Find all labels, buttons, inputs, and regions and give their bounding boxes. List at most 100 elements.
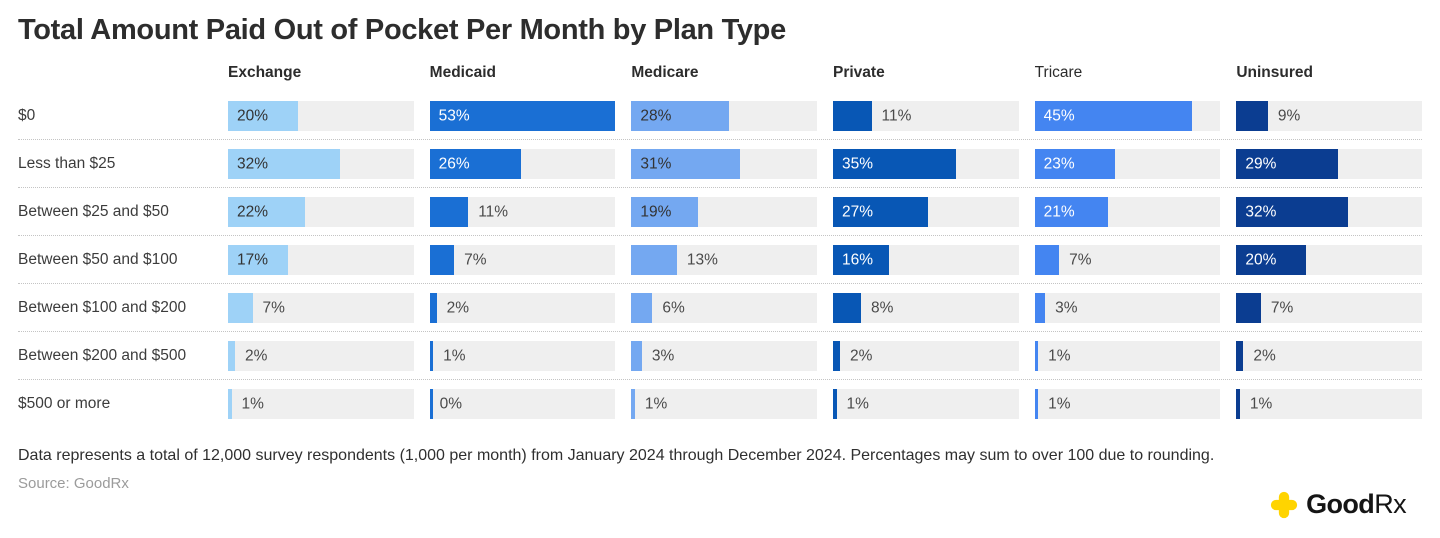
bar-track: 1%: [1034, 388, 1221, 419]
value-bar: [631, 244, 677, 275]
bar-value-label: 7%: [1270, 298, 1294, 316]
table-row: Between $200 and $500 2% 1% 3% 2% 1% 2%: [18, 332, 1422, 380]
value-bar: [429, 244, 455, 275]
bar-value-label: 45%: [1043, 106, 1075, 124]
value-bar: [429, 100, 616, 131]
bar-value-label: 23%: [1043, 154, 1075, 172]
value-bar: [833, 388, 837, 419]
value-bar: [429, 388, 433, 419]
value-bar: [1236, 292, 1261, 323]
value-bar: [631, 196, 698, 227]
bar-value-label: 6%: [662, 298, 685, 316]
bar-track: 1%: [429, 340, 616, 371]
value-bar: [833, 148, 956, 179]
bar-track: 20%: [228, 100, 414, 131]
bar-value-label: 1%: [846, 394, 869, 412]
row-category-label: Between $50 and $100: [18, 251, 178, 268]
bar-track: 1%: [228, 388, 414, 419]
value-bar: [1034, 100, 1193, 131]
value-bar: [631, 148, 740, 179]
goodrx-logo-rx: Rx: [1374, 489, 1406, 519]
bar-track: 2%: [833, 340, 1019, 371]
bar-value-label: 3%: [1055, 298, 1078, 316]
value-bar: [833, 244, 890, 275]
bar-track: 1%: [1236, 388, 1422, 419]
value-bar: [631, 388, 635, 419]
value-bar: [228, 100, 299, 131]
column-header-row: Exchange Medicaid Medicare Private Tricare Un…: [18, 63, 1422, 92]
bar-track: 1%: [1034, 340, 1221, 371]
value-bar: [833, 100, 872, 131]
bar-value-label: 3%: [651, 346, 675, 364]
bar-value-label: 2%: [446, 298, 470, 316]
value-bar: [429, 148, 521, 179]
table-row: $500 or more 1% 0% 1% 1% 1% 1%: [18, 380, 1422, 427]
value-bar: [228, 244, 288, 275]
row-category-label: Between $100 and $200: [18, 299, 187, 316]
value-bar: [228, 340, 235, 371]
value-bar: [1034, 340, 1039, 371]
bar-track: 32%: [1236, 196, 1422, 227]
bar-track: 22%: [228, 196, 414, 227]
bar-value-label: 21%: [1043, 202, 1075, 220]
bar-value-label: 8%: [871, 298, 894, 316]
bar-value-label: 2%: [1253, 346, 1276, 364]
column-header: Medicaid: [429, 64, 496, 81]
bar-track: 13%: [631, 244, 817, 275]
bar-track: 23%: [1034, 148, 1221, 179]
bar-value-label: 20%: [237, 106, 269, 124]
bar-track: 35%: [833, 148, 1019, 179]
bar-value-label: 13%: [686, 250, 718, 268]
bar-value-label: 29%: [1245, 154, 1277, 172]
goodrx-logo-good: Good: [1306, 489, 1375, 519]
column-header: Tricare: [1034, 64, 1083, 81]
bar-value-label: 35%: [842, 154, 874, 172]
bar-track: 53%: [429, 100, 616, 131]
bar-track: 0%: [429, 388, 616, 419]
bar-track: 3%: [631, 340, 817, 371]
bar-track: 3%: [1034, 292, 1221, 323]
bar-value-label: 9%: [1277, 106, 1301, 124]
value-bar: [228, 388, 232, 419]
value-bar: [1034, 388, 1039, 419]
table-row: Less than $25 32% 26% 31% 35% 23% 29%: [18, 140, 1422, 188]
bar-track: 2%: [228, 340, 414, 371]
bar-track: 8%: [833, 292, 1019, 323]
bar-value-label: 19%: [640, 202, 672, 220]
bar-value-label: 1%: [644, 394, 668, 412]
bar-track: 26%: [429, 148, 616, 179]
bar-chart: Exchange Medicaid Medicare Private Tricare Un…: [18, 63, 1422, 427]
value-bar: [833, 196, 928, 227]
column-header: Private: [833, 64, 885, 81]
bar-track: 7%: [228, 292, 414, 323]
bar-track: 9%: [1236, 100, 1422, 131]
bar-value-label: 1%: [241, 394, 264, 412]
row-category-label: $0: [18, 107, 36, 124]
bar-value-label: 1%: [1048, 394, 1071, 412]
bar-value-label: 17%: [237, 250, 269, 268]
bar-track: 7%: [1034, 244, 1221, 275]
bar-track: 2%: [429, 292, 616, 323]
value-bar: [429, 340, 434, 371]
bar-track: 7%: [1236, 292, 1422, 323]
value-bar: [1236, 244, 1307, 275]
goodrx-cross-icon: [1270, 491, 1298, 518]
bar-track: 32%: [228, 148, 414, 179]
value-bar: [228, 196, 306, 227]
bar-value-label: 1%: [443, 346, 466, 364]
bar-track: 20%: [1236, 244, 1422, 275]
bar-value-label: 7%: [464, 250, 487, 268]
bar-track: 11%: [833, 100, 1019, 131]
bar-track: 27%: [833, 196, 1019, 227]
footnote: Data represents a total of 12,000 survey…: [18, 447, 1215, 464]
table-row: Between $100 and $200 7% 2% 6% 8% 3% 7%: [18, 284, 1422, 332]
bar-track: 6%: [631, 292, 817, 323]
value-bar: [631, 100, 730, 131]
bar-value-label: 1%: [1249, 394, 1273, 412]
bar-track: 21%: [1034, 196, 1221, 227]
value-bar: [228, 148, 341, 179]
bar-value-label: 27%: [842, 202, 874, 220]
bar-value-label: 11%: [881, 106, 912, 124]
bar-value-label: 11%: [478, 202, 509, 220]
value-bar: [1034, 244, 1060, 275]
